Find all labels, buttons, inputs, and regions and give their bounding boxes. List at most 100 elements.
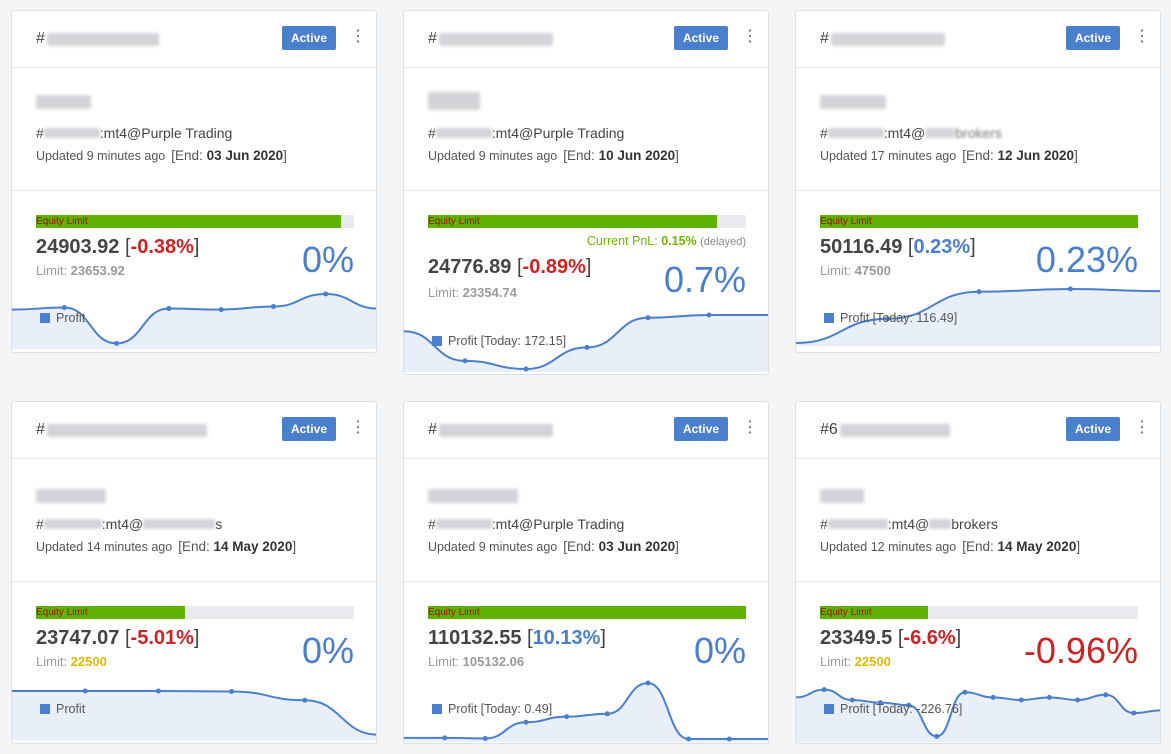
end-date: [End: 03 Jun 2020] <box>171 148 287 163</box>
current-pnl: Current PnL: 0.15% (delayed) <box>587 234 746 248</box>
chart-legend: Profit [Today: -226.76] <box>824 702 962 716</box>
account-info: #:mt4@ brokers Updated 12 minutes ago [End… <box>796 459 1160 582</box>
more-menu-icon[interactable]: ⋮ <box>1134 419 1150 436</box>
end-label: End: <box>965 148 998 163</box>
equity-change: 10.13% <box>532 627 601 649</box>
account-card: # Active ⋮ #:mt4@ brokers Updated 17 minu… <box>795 10 1161 353</box>
account-id: # <box>820 30 945 48</box>
equity-amount: 50116.49 <box>820 236 903 258</box>
status-badge[interactable]: Active <box>281 26 336 50</box>
equity-limit-bar: Equity Limit <box>820 215 1138 228</box>
end-label: End: <box>175 148 207 163</box>
updated-text: Updated 9 minutes ago <box>428 149 558 163</box>
sparkline-point <box>706 312 712 318</box>
equity-limit-fill <box>428 215 718 228</box>
redacted-account-number <box>46 32 159 46</box>
redacted-account-name <box>820 489 864 503</box>
sparkline-point <box>82 688 88 694</box>
more-menu-icon[interactable]: ⋮ <box>350 28 366 45</box>
status-badge[interactable]: Active <box>1065 26 1120 50</box>
sparkline-point <box>1068 286 1073 292</box>
account-id-prefix: # <box>428 421 437 438</box>
account-card: # Active ⋮ #:mt4@Purple Trading Updated … <box>403 401 769 744</box>
equity-amount: 23349.5 <box>820 627 893 649</box>
card-header: # Active ⋮ <box>12 11 376 68</box>
login-line: #:mt4@Purple Trading <box>428 125 624 141</box>
limit-label: Limit: <box>36 263 71 278</box>
limit-value: 105132.06 <box>462 654 525 669</box>
equity-limit-label: Equity Limit <box>428 607 480 618</box>
equity-limit-bar: Equity Limit <box>36 606 354 619</box>
legend-label: Profit [Today: -226.76] <box>840 702 963 716</box>
sparkline-line <box>796 688 1160 738</box>
equity-change: -0.38% <box>130 236 194 258</box>
profit-percent: 0.7% <box>663 259 746 300</box>
equity-limit-label: Equity Limit <box>428 216 480 227</box>
limit-line: Limit: 23653.92 <box>36 263 125 278</box>
equity-change: -6.6% <box>903 627 956 649</box>
account-id: # <box>428 421 553 439</box>
sparkline-point <box>849 697 855 703</box>
login-tail: brokers <box>951 516 998 532</box>
limit-label: Limit: <box>428 654 463 669</box>
equity-amount: 24903.92 <box>36 236 120 258</box>
sparkline-point <box>1075 697 1081 703</box>
equity-change: -5.01% <box>130 627 194 649</box>
redacted-login <box>435 128 492 138</box>
profit-percent: 0% <box>693 630 746 671</box>
sparkline-point <box>885 316 890 322</box>
equity-limit-label: Equity Limit <box>820 607 872 618</box>
updated-line: Updated 12 minutes ago [End: 14 May 2020] <box>820 539 1080 554</box>
equity-value: 110132.55 [10.13%] <box>428 627 606 649</box>
equity-value: 24776.89 [-0.89%] <box>428 256 592 278</box>
account-card: # Active ⋮ #:mt4@ s Updated 14 minutes ag… <box>11 401 377 744</box>
redacted-broker <box>143 519 216 529</box>
equity-limit-bar: Equity Limit <box>820 606 1138 619</box>
equity-amount: 23747.07 <box>36 627 120 649</box>
account-id-prefix: #6 <box>820 421 838 438</box>
redacted-account-number <box>438 32 553 46</box>
status-badge[interactable]: Active <box>673 417 728 441</box>
login-prefix: # <box>428 516 436 532</box>
sparkline-point <box>229 688 235 694</box>
redacted-account-name <box>428 92 480 110</box>
redacted-account-name <box>36 95 91 109</box>
login-server: :mt4@ <box>887 516 930 532</box>
limit-label: Limit: <box>820 263 855 278</box>
redacted-account-number <box>839 423 950 437</box>
legend-label: Profit [Today: 116.49] <box>840 311 958 325</box>
chart-legend: Profit [Today: 116.49] <box>824 311 957 325</box>
card-header: # Active ⋮ <box>404 402 768 459</box>
profit-sparkline <box>796 286 1160 346</box>
more-menu-icon[interactable]: ⋮ <box>742 419 758 436</box>
status-badge[interactable]: Active <box>281 417 336 441</box>
more-menu-icon[interactable]: ⋮ <box>1134 28 1150 45</box>
more-menu-icon[interactable]: ⋮ <box>350 419 366 436</box>
limit-value: 47500 <box>854 263 891 278</box>
sparkline-area <box>404 683 768 742</box>
equity-limit-fill <box>36 606 186 619</box>
sparkline-point <box>821 687 827 693</box>
equity-change: 0.23% <box>913 236 971 258</box>
legend-swatch <box>40 313 50 323</box>
updated-line: Updated 9 minutes ago [End: 10 Jun 2020] <box>428 148 679 163</box>
redacted-login <box>435 519 492 529</box>
login-line: #:mt4@ brokers <box>820 125 1002 141</box>
login-line: #:mt4@Purple Trading <box>36 125 232 141</box>
equity-value: 23349.5 [-6.6%] <box>820 627 962 649</box>
redacted-account-name <box>36 489 106 503</box>
chart-legend: Profit [Today: 0.49] <box>432 702 552 716</box>
login-prefix: # <box>36 125 44 141</box>
sparkline-point <box>990 694 996 700</box>
redacted-account-name <box>820 95 886 109</box>
updated-text: Updated 12 minutes ago <box>820 540 957 554</box>
more-menu-icon[interactable]: ⋮ <box>742 28 758 45</box>
end-date-value: 14 May 2020 <box>213 539 293 554</box>
end-date-value: 10 Jun 2020 <box>598 148 676 163</box>
card-header: # Active ⋮ <box>404 11 768 68</box>
status-badge[interactable]: Active <box>1065 417 1120 441</box>
login-tail: brokers <box>955 125 1002 141</box>
equity-limit-label: Equity Limit <box>820 216 872 227</box>
login-server: :mt4@Purple Trading <box>491 516 625 532</box>
status-badge[interactable]: Active <box>673 26 728 50</box>
